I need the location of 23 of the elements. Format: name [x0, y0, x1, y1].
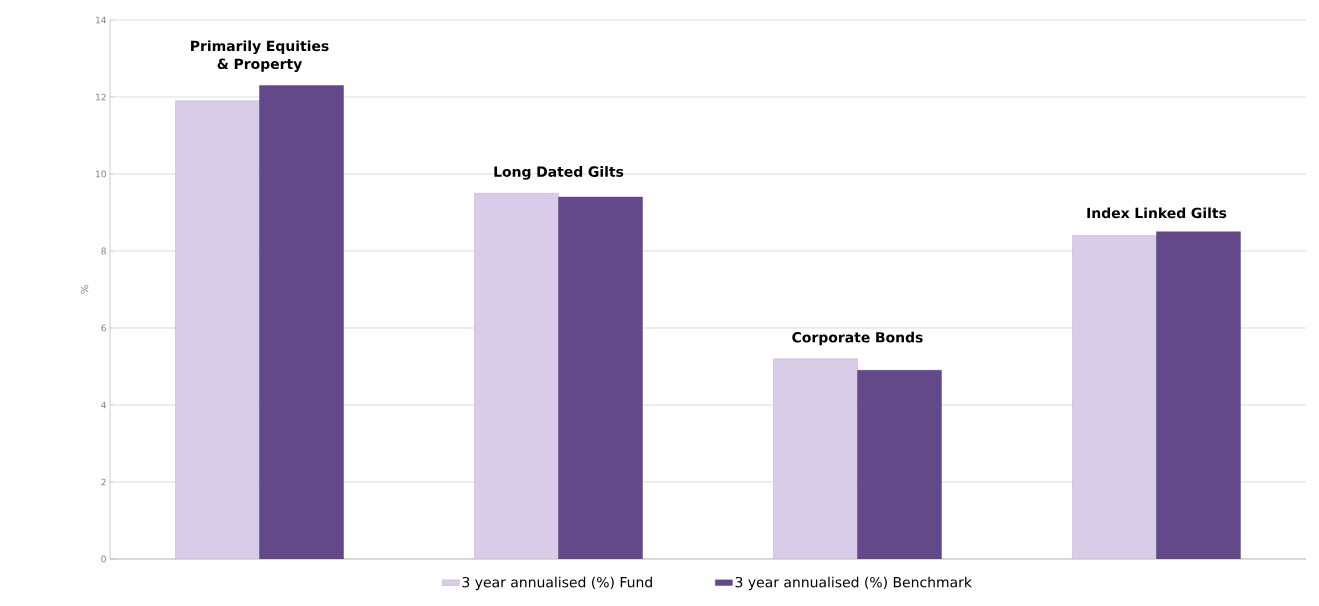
y-tick-label: 0	[101, 555, 106, 563]
y-tick-label: 6	[101, 324, 106, 332]
legend-label: 3 year annualised (%) Benchmark	[735, 576, 972, 591]
y-tick-label: 10	[96, 170, 106, 178]
bar	[857, 370, 942, 559]
y-tick-label: 8	[101, 247, 106, 255]
bar	[259, 85, 344, 559]
bar	[1072, 235, 1157, 559]
y-tick-label: 12	[96, 93, 106, 101]
x-tick-label: Primarily Equities & Property	[191, 40, 329, 72]
bar	[175, 100, 260, 559]
bar	[1156, 231, 1241, 559]
bar	[773, 358, 858, 559]
y-tick-label: 4	[101, 401, 106, 409]
x-tick-label: Corporate Bonds	[792, 331, 923, 346]
legend-label: 3 year annualised (%) Fund	[462, 576, 652, 591]
bar	[558, 196, 643, 559]
y-tick-label: 2	[101, 478, 106, 486]
y-tick-label: 14	[96, 16, 106, 24]
x-tick-label: Long Dated Gilts	[494, 166, 624, 180]
y-axis-title: %	[80, 285, 89, 294]
bar	[474, 193, 559, 559]
x-tick-label: Index Linked Gilts	[1087, 207, 1227, 219]
